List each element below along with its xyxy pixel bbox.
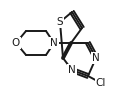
Text: N: N xyxy=(50,38,57,48)
Text: Cl: Cl xyxy=(95,78,105,88)
Text: N: N xyxy=(91,53,99,63)
Text: O: O xyxy=(12,38,20,48)
Text: N: N xyxy=(67,65,75,75)
Text: S: S xyxy=(56,17,63,27)
